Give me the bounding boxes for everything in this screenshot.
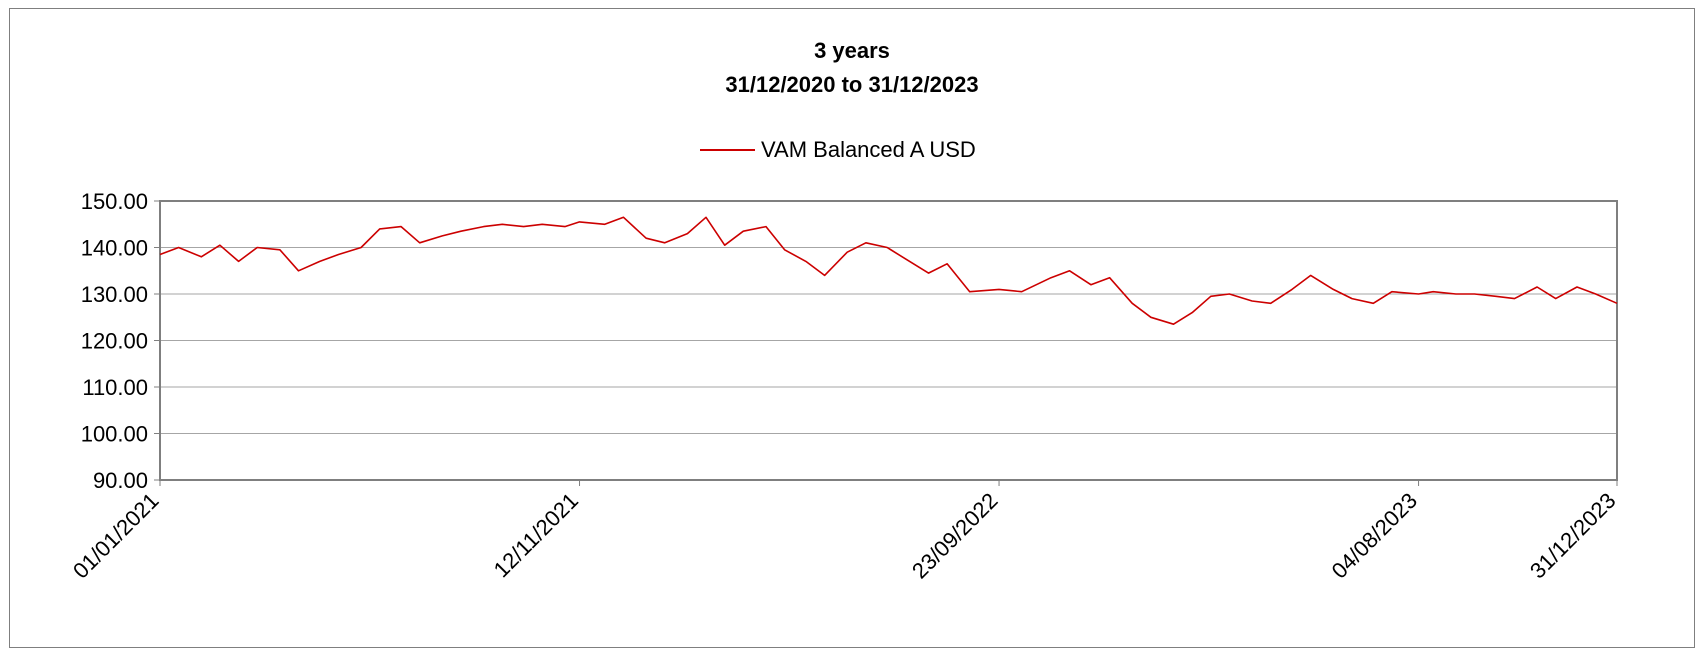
y-tick-label: 90.00 bbox=[93, 468, 148, 493]
y-tick-label: 110.00 bbox=[82, 375, 148, 400]
legend: VAM Balanced A USD bbox=[700, 137, 976, 162]
plot-area-border bbox=[159, 200, 1618, 481]
x-tick-label: 31/12/2023 bbox=[1525, 488, 1621, 584]
series-line bbox=[159, 216, 1618, 326]
chart-frame bbox=[9, 8, 1695, 648]
y-tick-label: 140.00 bbox=[81, 236, 148, 261]
legend-swatch bbox=[700, 149, 755, 151]
legend-label: VAM Balanced A USD bbox=[761, 137, 976, 162]
x-tick-label: 04/08/2023 bbox=[1327, 488, 1423, 584]
x-tick-label: 12/11/2021 bbox=[489, 488, 583, 582]
y-tick-label: 130.00 bbox=[81, 282, 148, 307]
y-tick-label: 100.00 bbox=[81, 422, 148, 447]
x-tick-label: 01/01/2021 bbox=[68, 488, 164, 584]
chart-title: 3 years bbox=[814, 38, 890, 63]
x-tick-label: 23/09/2022 bbox=[907, 488, 1003, 584]
chart-subtitle: 31/12/2020 to 31/12/2023 bbox=[725, 72, 979, 97]
y-tick-label: 150.00 bbox=[81, 189, 148, 214]
y-tick-label: 120.00 bbox=[81, 329, 148, 354]
